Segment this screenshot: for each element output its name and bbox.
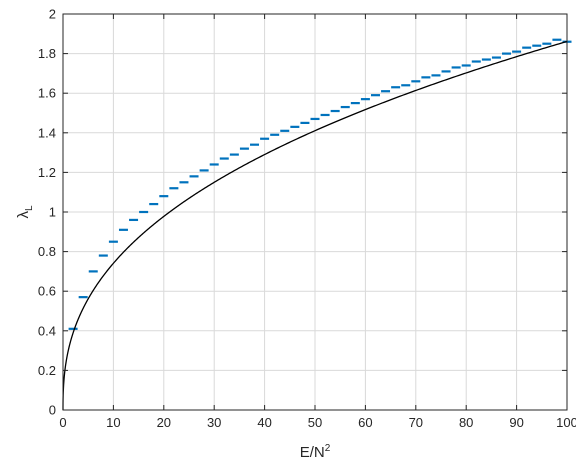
x-axis-label-sup: 2	[325, 443, 331, 454]
x-tick-label: 80	[459, 415, 473, 430]
y-tick-label: 1.4	[38, 125, 56, 140]
x-tick-label: 100	[556, 415, 576, 430]
grid-lines	[63, 14, 567, 410]
y-tick-label: 0	[49, 403, 56, 418]
x-tick-label: 10	[106, 415, 120, 430]
y-tick-label: 0.2	[38, 363, 56, 378]
tick-labels: 0 10 20 30 40 50 60 70 80 90 100 0 0.2 0.4 0.6 0.8 1 1.2 1…	[38, 7, 576, 431]
y-tick-label: 0.6	[38, 284, 56, 299]
y-axis-label: λL	[15, 205, 35, 219]
x-tick-label: 40	[257, 415, 271, 430]
x-tick-label: 0	[59, 415, 66, 430]
fit-curve	[62, 40, 568, 410]
x-tick-label: 50	[308, 415, 322, 430]
x-tick-label: 90	[509, 415, 523, 430]
x-axis-label: E/N2	[300, 443, 331, 461]
y-tick-label: 1.8	[38, 46, 56, 61]
x-tick-label: 30	[207, 415, 221, 430]
y-tick-label: 0.4	[38, 323, 56, 338]
y-tick-label: 1.6	[38, 86, 56, 101]
x-axis-label-base: E/N	[300, 444, 325, 461]
y-axis-label-base: λ	[15, 211, 32, 219]
fit-curve-line	[62, 40, 568, 410]
y-tick-label: 1	[49, 205, 56, 220]
x-tick-label: 20	[157, 415, 171, 430]
axis-ticks	[62, 13, 568, 411]
y-tick-label: 2	[49, 7, 56, 22]
y-tick-label: 1.2	[38, 165, 56, 180]
y-tick-label: 0.8	[38, 244, 56, 259]
y-axis-label-sub: L	[24, 205, 35, 211]
x-tick-label: 60	[358, 415, 372, 430]
x-tick-label: 70	[409, 415, 423, 430]
